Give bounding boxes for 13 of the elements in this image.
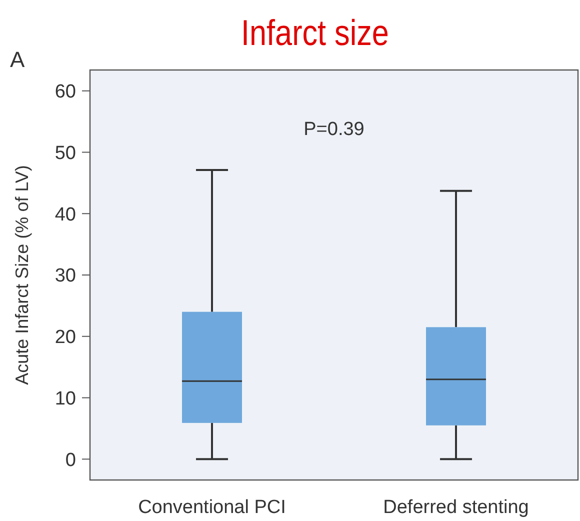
annotation: P=0.39 xyxy=(304,119,364,140)
y-tick-label: 10 xyxy=(54,388,76,410)
y-tick-label: 60 xyxy=(54,82,76,103)
y-axis-title: Acute Infarct Size (% of LV) xyxy=(12,165,32,385)
y-tick-label: 50 xyxy=(54,142,76,164)
y-tick-label: 0 xyxy=(65,450,76,471)
chart-title: Infarct size xyxy=(241,14,389,54)
text: A xyxy=(10,47,25,72)
x-tick-label: Conventional PCI xyxy=(138,497,286,518)
x-tick-label: Deferred stenting xyxy=(383,497,529,518)
y-tick-label: 40 xyxy=(54,204,76,226)
y-tick-label: 30 xyxy=(54,266,76,287)
y-tick-label: 20 xyxy=(54,327,76,348)
